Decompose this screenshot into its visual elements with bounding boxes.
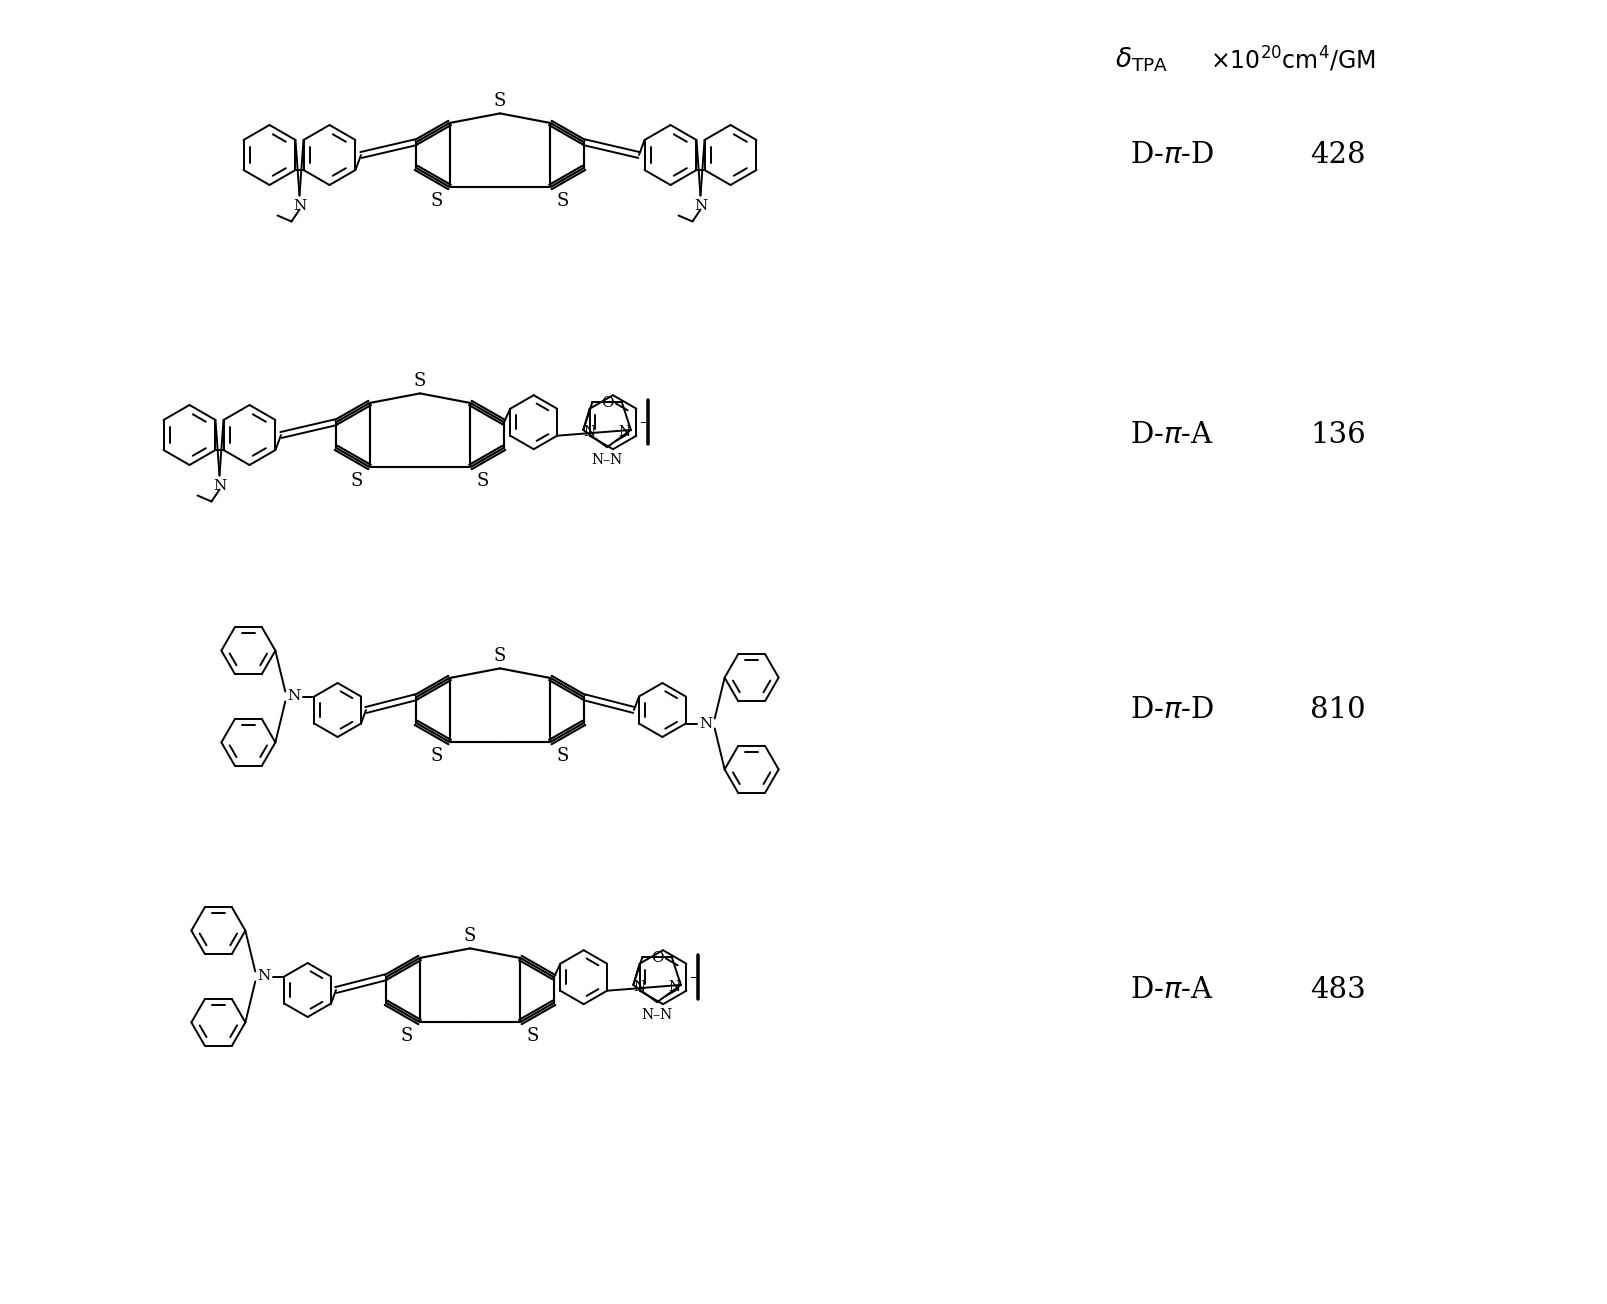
Text: N: N bbox=[288, 690, 301, 703]
Text: N: N bbox=[257, 969, 270, 983]
Text: N: N bbox=[292, 200, 305, 214]
Text: S: S bbox=[493, 93, 506, 111]
Text: 483: 483 bbox=[1310, 975, 1364, 1004]
Text: N: N bbox=[669, 981, 680, 994]
Text: S: S bbox=[527, 1028, 538, 1045]
Text: S: S bbox=[400, 1028, 413, 1045]
Text: S: S bbox=[431, 192, 444, 210]
Text: S: S bbox=[493, 647, 506, 665]
Text: D-$\pi$-A: D-$\pi$-A bbox=[1130, 975, 1213, 1004]
Text: 810: 810 bbox=[1310, 696, 1364, 724]
Text: O: O bbox=[651, 952, 664, 965]
Text: 428: 428 bbox=[1310, 141, 1364, 170]
Text: S: S bbox=[477, 472, 489, 490]
Text: S: S bbox=[413, 373, 426, 390]
Text: N: N bbox=[694, 200, 707, 214]
Text: N: N bbox=[633, 981, 646, 994]
Text: N: N bbox=[212, 480, 227, 493]
Text: O: O bbox=[601, 396, 612, 411]
Text: N–N: N–N bbox=[641, 1008, 672, 1022]
Text: N: N bbox=[699, 716, 712, 730]
Text: –: – bbox=[640, 413, 649, 432]
Text: –: – bbox=[689, 968, 699, 986]
Text: 136: 136 bbox=[1310, 421, 1364, 449]
Text: D-$\pi$-A: D-$\pi$-A bbox=[1130, 421, 1213, 449]
Text: S: S bbox=[463, 927, 476, 945]
Text: S: S bbox=[350, 472, 363, 490]
Text: $\delta_{\rm TPA}$: $\delta_{\rm TPA}$ bbox=[1114, 46, 1167, 73]
Text: D-$\pi$-D: D-$\pi$-D bbox=[1130, 141, 1213, 170]
Text: N–N: N–N bbox=[591, 452, 622, 467]
Text: S: S bbox=[431, 747, 444, 765]
Text: N: N bbox=[583, 425, 595, 439]
Text: $\times 10^{20}{\rm cm}^4/{\rm GM}$: $\times 10^{20}{\rm cm}^4/{\rm GM}$ bbox=[1208, 46, 1376, 74]
Text: D-$\pi$-D: D-$\pi$-D bbox=[1130, 696, 1213, 724]
Text: N: N bbox=[619, 425, 630, 439]
Text: S: S bbox=[556, 192, 569, 210]
Text: S: S bbox=[556, 747, 569, 765]
